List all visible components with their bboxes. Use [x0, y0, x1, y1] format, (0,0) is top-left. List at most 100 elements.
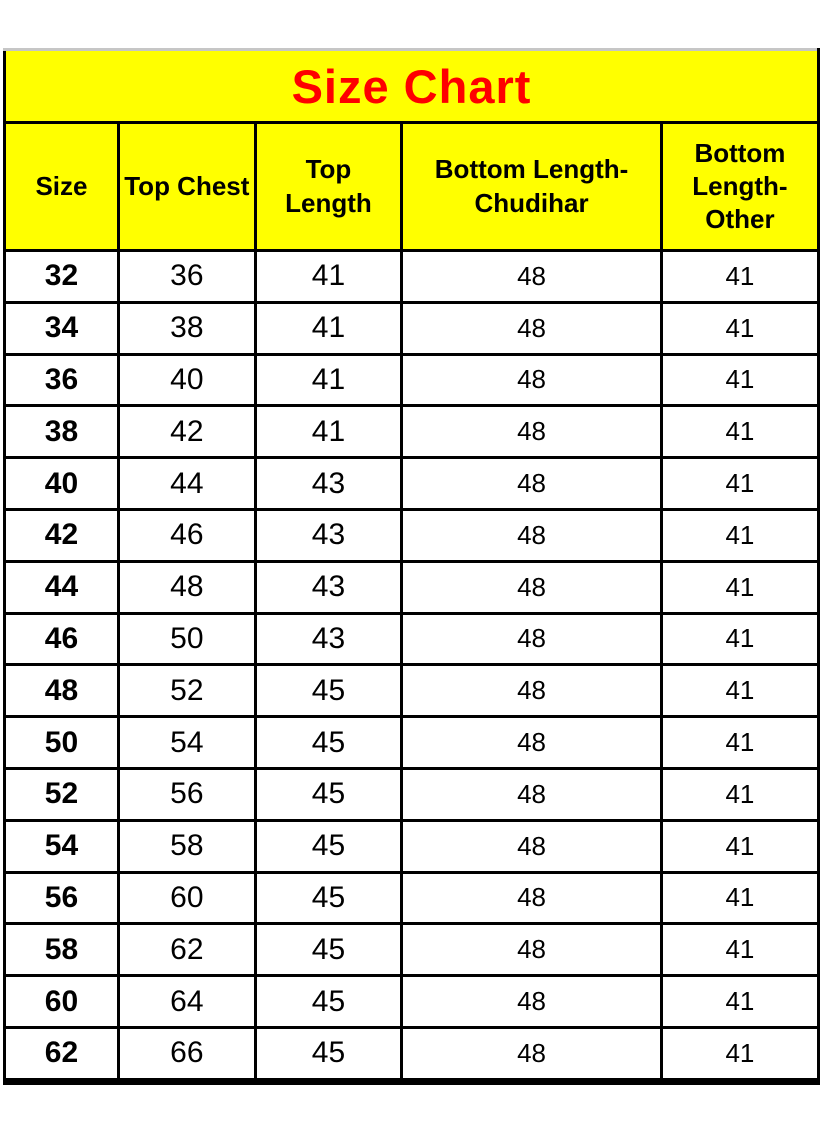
table-row: 42 46 43 48 41 [3, 507, 821, 563]
table-cell: 45 [253, 974, 404, 1029]
size-table-body: 32 36 41 48 41 34 38 41 48 41 36 40 41 48 41 38 42 41 48 41… [3, 249, 821, 1083]
table-cell: 58 [116, 818, 257, 874]
table-cell: 42 [3, 507, 120, 563]
table-cell: 48 [400, 611, 663, 667]
table-cell: 66 [116, 1025, 257, 1083]
table-cell: 41 [659, 1025, 821, 1083]
table-cell: 38 [3, 404, 120, 460]
size-chart-page: Size Chart Size Top Chest Top Length Bot… [3, 48, 821, 1085]
table-cell: 41 [253, 404, 404, 460]
table-cell: 41 [659, 974, 821, 1029]
table-cell: 42 [116, 404, 257, 460]
table-cell: 62 [3, 1025, 120, 1083]
table-cell: 54 [116, 715, 257, 770]
table-cell: 43 [253, 456, 404, 511]
table-cell: 60 [3, 974, 120, 1029]
table-row: 62 66 45 48 41 [3, 1025, 821, 1083]
table-cell: 43 [253, 507, 404, 563]
table-row: 46 50 43 48 41 [3, 611, 821, 667]
table-cell: 48 [400, 404, 663, 460]
table-row: 58 62 45 48 41 [3, 922, 821, 978]
table-cell: 52 [116, 663, 257, 719]
table-cell: 48 [3, 663, 120, 719]
table-cell: 43 [253, 611, 404, 667]
table-cell: 45 [253, 715, 404, 770]
table-cell: 36 [116, 249, 257, 304]
table-cell: 45 [253, 818, 404, 874]
table-cell: 56 [116, 766, 257, 822]
table-cell: 60 [116, 870, 257, 926]
table-cell: 41 [659, 456, 821, 511]
table-row: 52 56 45 48 41 [3, 766, 821, 822]
table-cell: 45 [253, 663, 404, 719]
table-cell: 41 [659, 715, 821, 770]
table-cell: 48 [400, 559, 663, 615]
table-cell: 41 [659, 507, 821, 563]
table-cell: 50 [116, 611, 257, 667]
table-cell: 48 [400, 922, 663, 978]
table-cell: 41 [659, 404, 821, 460]
table-cell: 48 [400, 715, 663, 770]
column-header-bottom-length-other: Bottom Length-Other [659, 121, 821, 252]
table-cell: 41 [253, 249, 404, 304]
column-header-bottom-length-chudihar: Bottom Length-Chudihar [400, 121, 663, 252]
table-cell: 48 [400, 1025, 663, 1083]
size-chart-table: Size Chart Size Top Chest Top Length Bot… [3, 48, 821, 1085]
table-cell: 48 [400, 663, 663, 719]
table-cell: 48 [400, 456, 663, 511]
table-cell: 41 [659, 922, 821, 978]
table-cell: 48 [400, 300, 663, 356]
table-row: 38 42 41 48 41 [3, 404, 821, 460]
column-header-size: Size [3, 121, 120, 252]
table-row: 60 64 45 48 41 [3, 974, 821, 1029]
table-cell: 48 [400, 507, 663, 563]
table-row: 36 40 41 48 41 [3, 352, 821, 408]
table-cell: 50 [3, 715, 120, 770]
table-cell: 36 [3, 352, 120, 408]
table-cell: 40 [3, 456, 120, 511]
table-cell: 46 [3, 611, 120, 667]
table-cell: 48 [400, 818, 663, 874]
table-cell: 45 [253, 1025, 404, 1083]
table-cell: 48 [400, 974, 663, 1029]
table-cell: 44 [116, 456, 257, 511]
table-cell: 45 [253, 766, 404, 822]
table-row: 40 44 43 48 41 [3, 456, 821, 511]
table-cell: 41 [659, 611, 821, 667]
table-cell: 64 [116, 974, 257, 1029]
table-row: 56 60 45 48 41 [3, 870, 821, 926]
table-row: 54 58 45 48 41 [3, 818, 821, 874]
table-cell: 41 [253, 300, 404, 356]
table-cell: 52 [3, 766, 120, 822]
table-cell: 44 [3, 559, 120, 615]
table-cell: 48 [400, 766, 663, 822]
table-cell: 48 [116, 559, 257, 615]
header-row: Size Top Chest Top Length Bottom Length-… [3, 121, 821, 252]
table-cell: 40 [116, 352, 257, 408]
size-chart-header: Size Chart Size Top Chest Top Length Bot… [3, 48, 821, 252]
table-cell: 45 [253, 870, 404, 926]
table-cell: 56 [3, 870, 120, 926]
table-cell: 41 [659, 300, 821, 356]
table-cell: 41 [659, 870, 821, 926]
table-cell: 41 [659, 352, 821, 408]
table-row: 34 38 41 48 41 [3, 300, 821, 356]
table-cell: 54 [3, 818, 120, 874]
table-cell: 38 [116, 300, 257, 356]
page-title: Size Chart [3, 48, 820, 124]
table-cell: 41 [659, 766, 821, 822]
table-row: 44 48 43 48 41 [3, 559, 821, 615]
table-cell: 43 [253, 559, 404, 615]
table-cell: 41 [253, 352, 404, 408]
column-header-top-length: Top Length [253, 121, 404, 252]
table-cell: 46 [116, 507, 257, 563]
table-cell: 62 [116, 922, 257, 978]
table-cell: 34 [3, 300, 120, 356]
table-cell: 41 [659, 818, 821, 874]
column-header-top-chest: Top Chest [116, 121, 257, 252]
table-cell: 48 [400, 870, 663, 926]
table-row: 50 54 45 48 41 [3, 715, 821, 770]
table-cell: 48 [400, 249, 663, 304]
table-cell: 32 [3, 249, 120, 304]
table-cell: 45 [253, 922, 404, 978]
